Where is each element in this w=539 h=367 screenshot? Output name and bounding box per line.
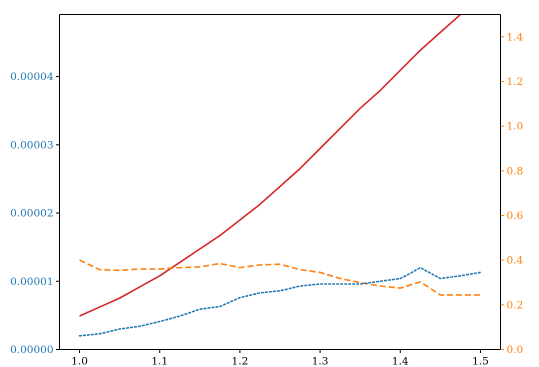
y-right-tick-label: 0.0 (507, 344, 524, 356)
x-tick-label: 1.4 (392, 356, 409, 367)
series-line-solid (79, 14, 462, 317)
series-line-dotted (78, 266, 482, 337)
y-right-tick-label: 0.2 (507, 299, 524, 311)
series-line-dashed (79, 259, 481, 296)
y-right-tick-label: 0.4 (507, 255, 524, 267)
y-right-tick-label: 1.0 (507, 121, 524, 133)
y-left-tick-label: 0.00003 (10, 139, 53, 151)
x-tick-label: 1.5 (472, 356, 489, 367)
x-tick-label: 1.1 (151, 356, 168, 367)
y-left-tick-label: 0.00002 (10, 208, 53, 220)
plot-area (59, 14, 501, 350)
x-tick-label: 1.0 (71, 356, 88, 367)
x-tick-label: 1.3 (312, 356, 329, 367)
x-tick-label: 1.2 (232, 356, 249, 367)
series-layer (78, 14, 482, 337)
y-left-tick-label: 0.00001 (10, 276, 53, 288)
axes-layer (59, 14, 501, 350)
y-right-tick-label: 1.2 (507, 76, 524, 88)
y-right-tick-label: 0.8 (507, 165, 524, 177)
y-left-tick-label: 0.00004 (10, 71, 54, 83)
y-left-tick-label: 0.00000 (10, 344, 53, 356)
ticks-layer: 1.0 1.1 1.2 1.3 1.4 1.5 0.00000 0.00001 0.00002 0… (10, 31, 523, 367)
y-right-tick-label: 1.4 (507, 31, 524, 43)
y-right-tick-label: 0.6 (507, 210, 524, 222)
